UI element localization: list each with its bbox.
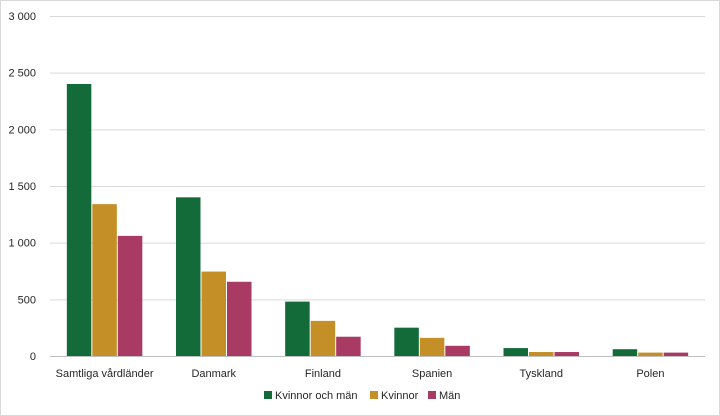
bar-m-n-samtliga-v-rdl-nder <box>117 235 143 356</box>
legend-swatch-m-n <box>428 391 436 399</box>
y-tick-label-500: 500 <box>18 294 36 306</box>
bar-kvinnor-och-m-n-finland <box>285 301 310 356</box>
bar-kvinnor-och-m-n-polen <box>612 349 638 356</box>
bar-kvinnor-polen <box>638 352 663 356</box>
legend: Kvinnor och män Kvinnor Män <box>264 390 460 402</box>
bar-m-n-spanien <box>445 345 470 356</box>
legend-label-m-n: Män <box>439 390 460 402</box>
bar-m-n-polen <box>663 352 689 356</box>
y-axis-ticks: 0 500 1 000 1 500 2 000 2 500 3 000 <box>8 11 36 363</box>
bar-m-n-finland <box>336 336 361 356</box>
y-tick-label-3000: 3 000 <box>8 11 36 23</box>
y-tick-label-1500: 1 500 <box>8 181 36 193</box>
bar-kvinnor-samtliga-v-rdl-nder <box>92 204 117 356</box>
y-tick-label-1000: 1 000 <box>8 238 36 250</box>
x-category-label-spanien: Spanien <box>412 368 452 380</box>
bar-kvinnor-spanien <box>419 337 445 356</box>
bar-kvinnor-och-m-n-tyskland <box>503 348 528 356</box>
legend-swatch-kvinnor-och-m-n <box>264 391 272 399</box>
bar-kvinnor-och-m-n-samtliga-v-rdl-nder <box>66 84 92 356</box>
gridlines <box>50 16 705 357</box>
x-category-label-samtliga-v-rdl-nder: Samtliga vårdländer <box>56 368 154 380</box>
legend-swatch-kvinnor <box>370 391 378 399</box>
legend-label-kvinnor-och-m-n: Kvinnor och män <box>275 390 358 402</box>
bar-kvinnor-tyskland <box>529 352 554 356</box>
bar-kvinnor-danmark <box>201 271 226 356</box>
x-category-label-polen: Polen <box>636 368 664 380</box>
y-tick-label-2000: 2 000 <box>8 124 36 136</box>
y-tick-label-0: 0 <box>30 351 36 363</box>
x-category-label-danmark: Danmark <box>191 368 236 380</box>
x-axis-categories: Samtliga vårdländer Danmark Finland Spanien… <box>56 368 665 380</box>
y-tick-label-2500: 2 500 <box>8 68 36 80</box>
bars <box>66 84 689 356</box>
bar-kvinnor-och-m-n-danmark <box>176 197 201 356</box>
x-category-label-tyskland: Tyskland <box>520 368 563 380</box>
bar-m-n-danmark <box>227 281 252 356</box>
bar-m-n-tyskland <box>554 352 579 356</box>
bar-kvinnor-finland <box>310 320 336 356</box>
legend-label-kvinnor: Kvinnor <box>381 390 419 402</box>
bar-kvinnor-och-m-n-spanien <box>394 327 419 356</box>
x-category-label-finland: Finland <box>305 368 341 380</box>
